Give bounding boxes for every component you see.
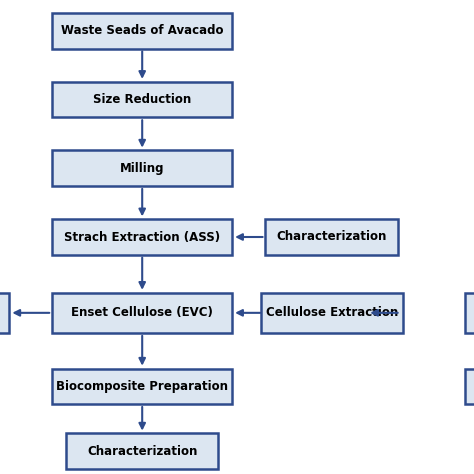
FancyBboxPatch shape xyxy=(52,13,232,49)
Text: Size Reduction: Size Reduction xyxy=(93,93,191,106)
Text: Waste Seads of Avacado: Waste Seads of Avacado xyxy=(61,24,223,37)
FancyBboxPatch shape xyxy=(0,292,9,333)
Text: Characterization: Characterization xyxy=(87,445,197,458)
Text: Strach Extraction (ASS): Strach Extraction (ASS) xyxy=(64,230,220,244)
FancyBboxPatch shape xyxy=(265,219,398,255)
FancyBboxPatch shape xyxy=(52,82,232,118)
FancyBboxPatch shape xyxy=(465,369,474,404)
Text: Milling: Milling xyxy=(120,162,164,175)
FancyBboxPatch shape xyxy=(465,292,474,333)
FancyBboxPatch shape xyxy=(261,292,403,333)
Text: Characterization: Characterization xyxy=(277,230,387,244)
FancyBboxPatch shape xyxy=(66,433,218,469)
FancyBboxPatch shape xyxy=(52,151,232,186)
Text: Enset Cellulose (EVC): Enset Cellulose (EVC) xyxy=(71,306,213,319)
FancyBboxPatch shape xyxy=(52,369,232,404)
Text: Cellulose Extraction: Cellulose Extraction xyxy=(265,306,398,319)
Text: Biocomposite Preparation: Biocomposite Preparation xyxy=(56,380,228,393)
FancyBboxPatch shape xyxy=(52,219,232,255)
FancyBboxPatch shape xyxy=(52,292,232,333)
